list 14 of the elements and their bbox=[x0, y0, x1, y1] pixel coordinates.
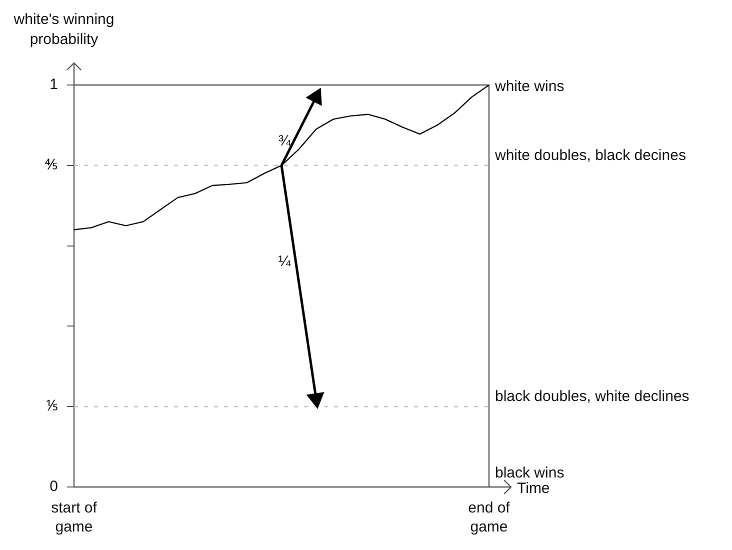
text: white wins bbox=[494, 78, 564, 96]
series-label: ¼ bbox=[278, 253, 292, 270]
y-tick-label: 0 bbox=[50, 478, 58, 496]
x-tick-label: end of game bbox=[468, 500, 511, 536]
x-axis-title: Time bbox=[517, 480, 550, 498]
y-axis-title: white's winning probability bbox=[12, 11, 114, 48]
y-tick-label: ⅕ bbox=[46, 398, 58, 415]
ref-line-label: white doubles, black decines bbox=[494, 147, 686, 164]
series-label: ¾ bbox=[278, 132, 292, 150]
y-tick-label: 1 bbox=[50, 76, 58, 94]
text: black wins bbox=[495, 464, 564, 482]
y-tick-label: ⅘ bbox=[45, 156, 58, 174]
x-tick-label: start of game bbox=[51, 500, 98, 536]
ref-line-label: black doubles, white declines bbox=[495, 388, 690, 406]
